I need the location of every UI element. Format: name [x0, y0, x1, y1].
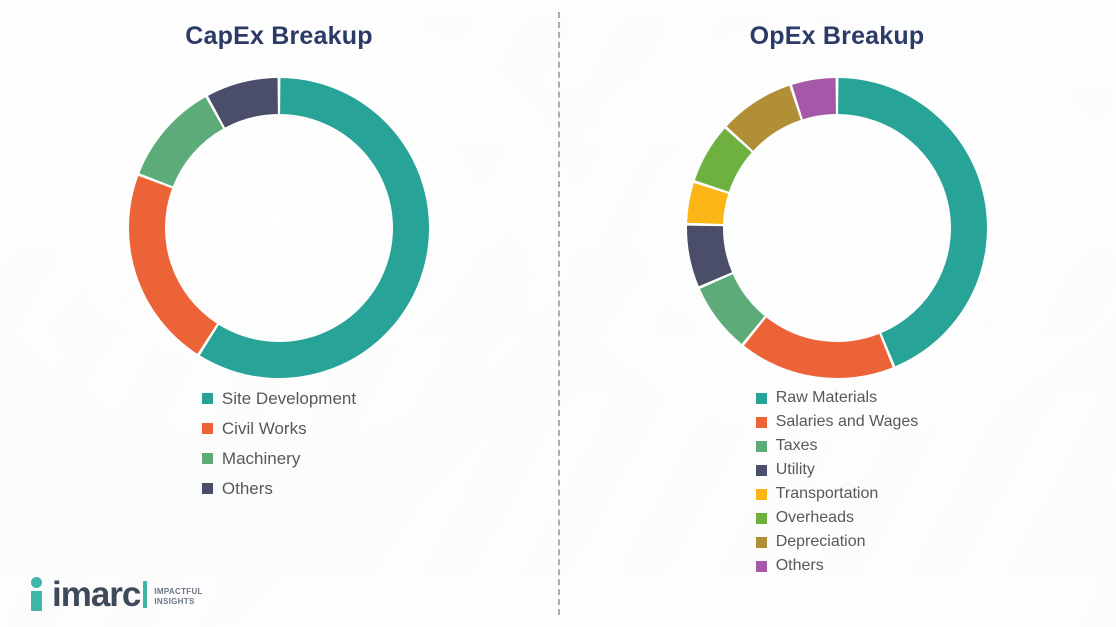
capex-slice[interactable] — [208, 78, 278, 128]
logo-wordmark: imarc — [52, 574, 141, 614]
capex-chart-title: CapEx Breakup — [185, 22, 373, 50]
capex-panel: CapEx Breakup Site Development Civil Work… — [0, 22, 558, 510]
legend-swatch-icon — [755, 512, 767, 524]
legend-item[interactable]: Salaries and Wages — [755, 413, 919, 430]
opex-donut-svg — [687, 78, 987, 378]
legend-swatch-icon — [755, 560, 767, 572]
opex-slice[interactable] — [687, 225, 732, 287]
opex-slice[interactable] — [792, 78, 836, 120]
legend-swatch-icon — [755, 464, 767, 476]
legend-item-label: Depreciation — [775, 533, 866, 550]
logo-tagline: IMPACTFUL INSIGHTS — [154, 587, 202, 607]
logo-stem-icon — [31, 591, 42, 611]
legend-item[interactable]: Others — [201, 479, 356, 498]
legend-item[interactable]: Depreciation — [755, 533, 919, 550]
legend-swatch-icon — [201, 393, 213, 404]
legend-item[interactable]: Site Development — [201, 389, 357, 408]
capex-slice[interactable] — [139, 97, 224, 187]
legend-swatch-icon — [201, 453, 213, 464]
legend-item-label: Transportation — [775, 485, 879, 502]
legend-item-label: Others — [775, 557, 824, 574]
capex-donut-chart — [126, 75, 432, 381]
legend-item[interactable]: Taxes — [755, 437, 919, 454]
legend-item-label: Civil Works — [221, 419, 307, 438]
logo-tagline-line2: INSIGHTS — [154, 597, 195, 606]
opex-panel: OpEx Breakup Raw Materials Salaries and W… — [558, 0, 1116, 627]
opex-slice[interactable] — [726, 85, 801, 151]
capex-slice[interactable] — [199, 78, 429, 379]
legend-swatch-icon — [755, 416, 767, 428]
logo-tagline-line1: IMPACTFUL — [154, 587, 203, 596]
legend-swatch-icon — [755, 392, 767, 404]
legend-swatch-icon — [755, 536, 767, 548]
logo-dot-icon — [31, 577, 42, 588]
legend-item[interactable]: Civil Works — [201, 419, 356, 438]
imarc-logo[interactable]: imarc IMPACTFUL INSIGHTS — [28, 574, 203, 614]
opex-legend: Raw Materials Salaries and Wages Taxes Util… — [558, 390, 1116, 582]
legend-item-label: Salaries and Wages — [775, 413, 919, 430]
legend-item[interactable]: Machinery — [201, 449, 356, 468]
opex-slice[interactable] — [699, 274, 765, 344]
legend-item-label: Utility — [775, 461, 815, 478]
opex-slice[interactable] — [687, 183, 729, 225]
legend-item[interactable]: Utility — [755, 461, 919, 478]
legend-item-label: Overheads — [775, 509, 854, 526]
legend-swatch-icon — [201, 483, 213, 494]
capex-donut-svg — [128, 78, 429, 379]
capex-legend: Site Development Civil Works Machinery Othe… — [0, 390, 558, 510]
legend-item-label: Taxes — [775, 437, 818, 454]
panel-divider — [558, 12, 560, 615]
legend-item-label: Others — [221, 479, 273, 498]
legend-swatch-icon — [201, 423, 213, 434]
opex-slice[interactable] — [838, 78, 987, 367]
legend-item-label: Site Development — [221, 389, 357, 408]
logo-i-mark — [28, 577, 50, 611]
opex-donut-chart — [684, 75, 990, 381]
legend-item[interactable]: Raw Materials — [755, 389, 919, 406]
legend-item[interactable]: Others — [755, 557, 919, 574]
legend-swatch-icon — [755, 488, 767, 500]
logo-pipe-icon — [143, 581, 148, 608]
legend-item[interactable]: Transportation — [755, 485, 919, 502]
opex-slice[interactable] — [743, 317, 893, 378]
legend-item[interactable]: Overheads — [755, 509, 919, 526]
legend-swatch-icon — [755, 440, 767, 452]
opex-slice[interactable] — [694, 128, 752, 192]
legend-item-label: Machinery — [221, 449, 301, 468]
legend-item-label: Raw Materials — [775, 389, 878, 406]
capex-slice[interactable] — [128, 175, 217, 354]
opex-chart-title: OpEx Breakup — [749, 22, 925, 50]
